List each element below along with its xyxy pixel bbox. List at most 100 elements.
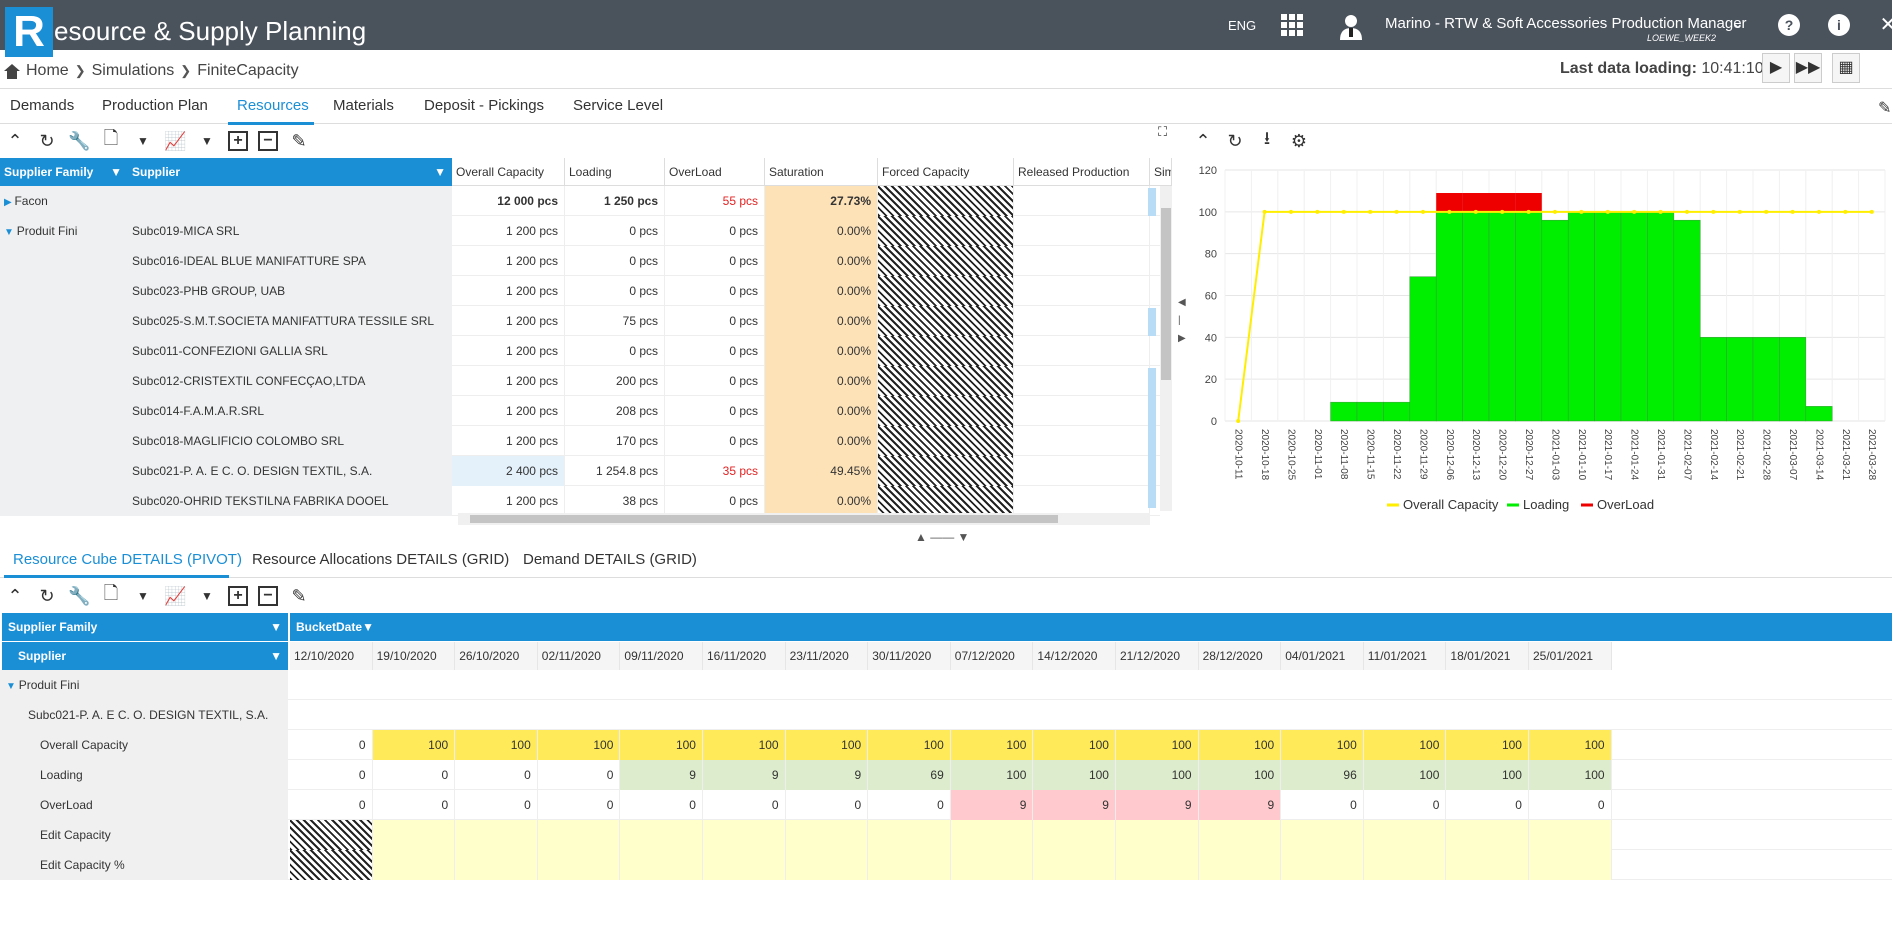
pivot-cell[interactable]: 69	[868, 760, 951, 790]
cell-supplier-family[interactable]	[0, 246, 128, 276]
pivot-cell[interactable]: 100	[950, 760, 1034, 790]
cell-overall-capacity[interactable]: 2 400 pcs	[452, 456, 565, 486]
cell-overload[interactable]: 0 pcs	[665, 426, 765, 456]
pivot-cell[interactable]: 100	[1033, 760, 1116, 790]
collapse-icon[interactable]: ▼	[4, 227, 17, 238]
pivot-cell[interactable]	[1281, 820, 1364, 850]
table-row[interactable]: ▼ Produit Fini Subc019-MICA SRL 1 200 pcs 0…	[0, 216, 1160, 246]
header-supplier-family[interactable]: Supplier Family ▼	[0, 158, 128, 186]
pivot-cell[interactable]: 9	[1198, 790, 1282, 820]
pivot-cell[interactable]	[1529, 820, 1612, 850]
pivot-cell[interactable]	[785, 850, 869, 880]
cell-saturation[interactable]: 0.00%	[765, 396, 878, 426]
pivot-cell[interactable]	[950, 850, 1034, 880]
pivot-cell[interactable]: 0	[538, 760, 621, 790]
cell-forced-capacity[interactable]	[878, 306, 1014, 336]
tab-resource-cube-pivot[interactable]: Resource Cube DETAILS (PIVOT)	[13, 551, 242, 568]
tab-resources[interactable]: Resources	[237, 97, 309, 114]
cell-released-production[interactable]	[1014, 306, 1150, 336]
chevron-down-icon[interactable]: ⌄	[1732, 15, 1744, 31]
pivot-cell[interactable]	[1529, 850, 1612, 880]
cell-supplier-family[interactable]	[0, 336, 128, 366]
cell-saturation[interactable]: 0.00%	[765, 306, 878, 336]
pivot-cell[interactable]	[537, 820, 621, 850]
table-row[interactable]: Subc014-F.A.M.A.R.SRL 1 200 pcs 208 pcs 0 p…	[0, 396, 1160, 426]
pivot-cell[interactable]: 0	[290, 760, 373, 790]
pivot-cell[interactable]	[372, 850, 456, 880]
cell-supplier-family[interactable]	[0, 456, 128, 486]
info-icon[interactable]: i	[1828, 14, 1850, 36]
pivot-cell[interactable]: 100	[1529, 730, 1612, 760]
pivot-cell[interactable]: 0	[373, 760, 456, 790]
collapse-icon[interactable]: ⌃	[1195, 130, 1211, 151]
pivot-cell[interactable]: 9	[703, 760, 786, 790]
fast-forward-icon[interactable]: ▶▶	[1794, 53, 1822, 83]
header-sim[interactable]: Sim	[1150, 158, 1172, 186]
pivot-cell[interactable]	[950, 820, 1034, 850]
collapse-icon[interactable]: ▼	[6, 681, 19, 692]
cell-forced-capacity[interactable]	[878, 186, 1014, 216]
cell-supplier[interactable]: Subc021-P. A. E C. O. DESIGN TEXTIL, S.A…	[128, 456, 452, 486]
tab-resource-allocations-grid[interactable]: Resource Allocations DETAILS (GRID)	[252, 551, 510, 568]
table-row[interactable]: Subc012-CRISTEXTIL CONFECÇAO,LTDA 1 200 p…	[0, 366, 1160, 396]
chart-icon[interactable]: 📈	[164, 585, 187, 606]
pivot-row-supplier[interactable]: Subc021-P. A. E C. O. DESIGN TEXTIL, S.A…	[0, 700, 1892, 730]
cell-saturation[interactable]: 0.00%	[765, 486, 878, 516]
pivot-date-header[interactable]: 09/11/2020	[620, 642, 703, 670]
download-icon[interactable]: ⭳	[1263, 128, 1271, 148]
pivot-cell[interactable]: 100	[1198, 760, 1282, 790]
cell-saturation[interactable]: 0.00%	[765, 276, 878, 306]
filter-icon[interactable]: ▼	[270, 620, 282, 634]
pivot-cell[interactable]: 100	[537, 730, 621, 760]
pivot-header-supplier-family[interactable]: Supplier Family ▼	[2, 613, 288, 641]
pivot-row-family[interactable]: ▼ Produit Fini	[0, 670, 1892, 700]
pivot-cell[interactable]: 100	[1529, 760, 1612, 790]
header-released-production[interactable]: Released Production	[1014, 158, 1150, 186]
pivot-cell[interactable]	[290, 820, 373, 850]
tab-materials[interactable]: Materials	[333, 97, 394, 114]
pivot-row-measure[interactable]: Loading 0 0 0 0 9 9 9 69 100 100 100 100 96 100 100 100	[0, 760, 1892, 790]
expand-all-icon[interactable]: +	[228, 131, 248, 151]
cell-saturation[interactable]: 0.00%	[765, 426, 878, 456]
pivot-cell[interactable]	[1198, 820, 1282, 850]
filter-icon[interactable]: ▼	[362, 620, 374, 634]
edit-icon[interactable]: ✎	[291, 585, 307, 606]
cell-released-production[interactable]	[1014, 366, 1150, 396]
cell-overall-capacity[interactable]: 1 200 pcs	[452, 486, 565, 516]
dropdown-icon[interactable]: ▼	[137, 589, 149, 603]
collapse-icon[interactable]: ⌃	[7, 585, 23, 606]
pivot-cell[interactable]: 100	[620, 730, 703, 760]
cell-overall-capacity[interactable]: 1 200 pcs	[452, 276, 565, 306]
cell-overload[interactable]: 0 pcs	[665, 486, 765, 516]
pivot-row-measure[interactable]: Overall Capacity 0 100 100 100 100 100 100 100 10…	[0, 730, 1892, 760]
cell-supplier[interactable]: Subc023-PHB GROUP, UAB	[128, 276, 452, 306]
pivot-row-measure[interactable]: Edit Capacity	[0, 820, 1892, 850]
cell-overload[interactable]: 0 pcs	[665, 276, 765, 306]
header-overload[interactable]: OverLoad	[665, 158, 765, 186]
breadcrumb-home[interactable]: Home	[26, 62, 69, 79]
cell-overload[interactable]: 0 pcs	[665, 336, 765, 366]
pivot-cell[interactable]: 96	[1281, 760, 1364, 790]
close-icon[interactable]: ✕	[1879, 14, 1892, 36]
pivot-cell[interactable]	[455, 820, 538, 850]
cell-loading[interactable]: 0 pcs	[565, 336, 665, 366]
pivot-header-supplier[interactable]: Supplier ▼	[2, 642, 288, 670]
pivot-cell[interactable]: 0	[868, 790, 951, 820]
cell-supplier-family[interactable]	[0, 486, 128, 516]
pivot-date-header[interactable]: 25/01/2021	[1529, 642, 1612, 670]
tab-deposit-pickings[interactable]: Deposit - Pickings	[424, 97, 545, 114]
pivot-date-header[interactable]: 02/11/2020	[537, 642, 621, 670]
cell-overall-capacity[interactable]: 1 200 pcs	[452, 396, 565, 426]
cell-forced-capacity[interactable]	[878, 456, 1014, 486]
user-name[interactable]: Marino - RTW & Soft Accessories Producti…	[1385, 15, 1747, 32]
pivot-cell[interactable]: 9	[620, 760, 703, 790]
cell-released-production[interactable]	[1014, 336, 1150, 366]
cell-saturation[interactable]: 49.45%	[765, 456, 878, 486]
pivot-cell[interactable]: 0	[703, 790, 786, 820]
breadcrumb-simulations[interactable]: Simulations	[91, 62, 175, 79]
pivot-date-header[interactable]: 16/11/2020	[703, 642, 786, 670]
table-row[interactable]: Subc011-CONFEZIONI GALLIA SRL 1 200 pcs 0 …	[0, 336, 1160, 366]
cell-supplier[interactable]: Subc018-MAGLIFICIO COLOMBO SRL	[128, 426, 452, 456]
cell-overload[interactable]: 0 pcs	[665, 306, 765, 336]
pivot-cell[interactable]: 0	[373, 790, 456, 820]
